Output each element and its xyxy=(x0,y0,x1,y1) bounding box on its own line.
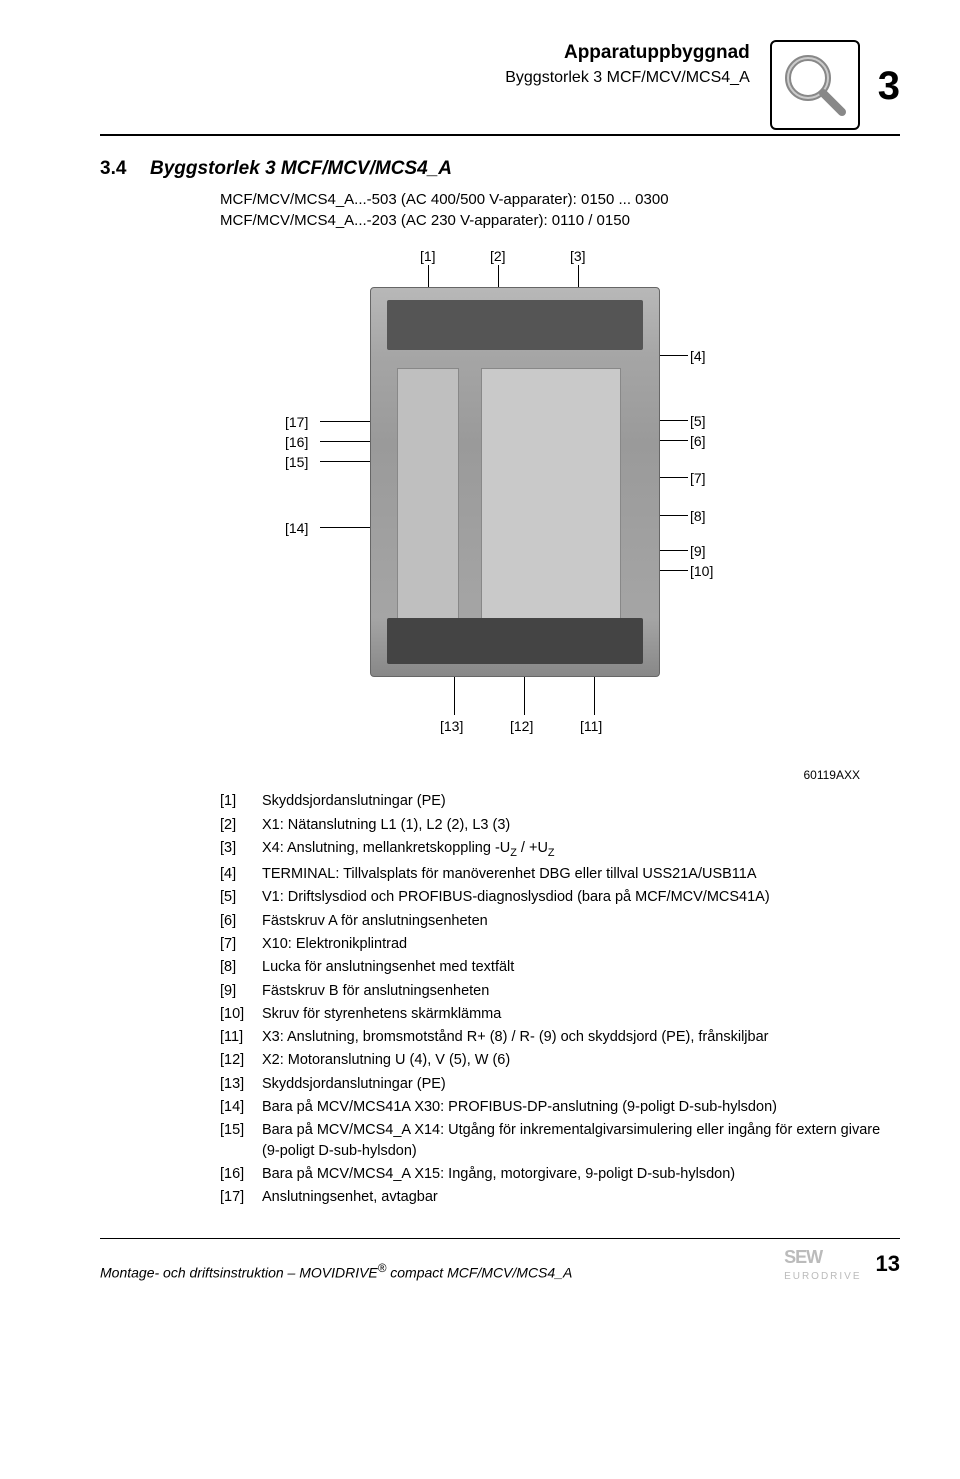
legend-key: [2] xyxy=(220,815,262,835)
legend-text: Bara på MCV/MCS4_A X15: Ingång, motorgiv… xyxy=(262,1164,900,1184)
legend-row: [9]Fästskruv B för anslutningsenheten xyxy=(220,981,900,1001)
legend-text: X10: Elektronikplintrad xyxy=(262,934,900,954)
legend-key: [13] xyxy=(220,1074,262,1094)
legend-text: Fästskruv A för anslutningsenheten xyxy=(262,911,900,931)
page-header: Apparatuppbyggnad Byggstorlek 3 MCF/MCV/… xyxy=(100,40,900,136)
sew-logo: SEW EURODRIVE xyxy=(784,1245,861,1284)
callout-9: [9] xyxy=(690,542,706,562)
legend-text: Skyddsjordanslutningar (PE) xyxy=(262,1074,900,1094)
callout-10: [10] xyxy=(690,562,713,582)
legend-key: [10] xyxy=(220,1004,262,1024)
callout-12: [12] xyxy=(510,717,533,737)
callout-17: [17] xyxy=(285,413,308,433)
legend-text: Anslutningsenhet, avtagbar xyxy=(262,1187,900,1207)
legend-row: [4]TERMINAL: Tillvalsplats för manöveren… xyxy=(220,864,900,884)
legend-text: Bara på MCV/MCS4_A X14: Utgång för inkre… xyxy=(262,1120,900,1161)
legend-key: [17] xyxy=(220,1187,262,1207)
legend-key: [4] xyxy=(220,864,262,884)
section-heading: 3.4 Byggstorlek 3 MCF/MCV/MCS4_A xyxy=(100,156,900,183)
callout-1: [1] xyxy=(420,247,436,267)
legend-key: [11] xyxy=(220,1027,262,1047)
legend-row: [11]X3: Anslutning, bromsmotstånd R+ (8)… xyxy=(220,1027,900,1047)
legend-row: [3]X4: Anslutning, mellankretskoppling -… xyxy=(220,838,900,861)
device-diagram: [1] [2] [3] [4] [5] [6] [7] [8] [9] [10]… xyxy=(140,247,860,747)
legend-row: [10]Skruv för styrenhetens skärmklämma xyxy=(220,1004,900,1024)
legend-text: Fästskruv B för anslutningsenheten xyxy=(262,981,900,1001)
legend-key: [16] xyxy=(220,1164,262,1184)
legend-text: X2: Motoranslutning U (4), V (5), W (6) xyxy=(262,1050,900,1070)
legend-key: [7] xyxy=(220,934,262,954)
legend-row: [6]Fästskruv A för anslutningsenheten xyxy=(220,911,900,931)
callout-4: [4] xyxy=(690,347,706,367)
legend-text: TERMINAL: Tillvalsplats för manöverenhet… xyxy=(262,864,900,884)
footer-page-number: 13 xyxy=(876,1249,900,1280)
header-title: Apparatuppbyggnad xyxy=(505,40,750,67)
callout-6: [6] xyxy=(690,432,706,452)
legend-row: [15]Bara på MCV/MCS4_A X14: Utgång för i… xyxy=(220,1120,900,1161)
legend-text: X4: Anslutning, mellankretskoppling -UZ … xyxy=(262,838,900,861)
header-subtitle: Byggstorlek 3 MCF/MCV/MCS4_A xyxy=(505,67,750,89)
callout-14: [14] xyxy=(285,519,308,539)
legend-key: [1] xyxy=(220,791,262,811)
legend-text: Bara på MCV/MCS41A X30: PROFIBUS-DP-ansl… xyxy=(262,1097,900,1117)
legend-key: [8] xyxy=(220,957,262,977)
legend-key: [6] xyxy=(220,911,262,931)
legend-key: [12] xyxy=(220,1050,262,1070)
diagram-credit: 60119AXX xyxy=(100,767,860,784)
legend-text: X3: Anslutning, bromsmotstånd R+ (8) / R… xyxy=(262,1027,900,1047)
legend-row: [8]Lucka för anslutningsenhet med textfä… xyxy=(220,957,900,977)
legend-key: [9] xyxy=(220,981,262,1001)
callout-11: [11] xyxy=(580,717,602,737)
legend-key: [3] xyxy=(220,838,262,861)
callout-13: [13] xyxy=(440,717,463,737)
model-line-2: MCF/MCV/MCS4_A...-203 (AC 230 V-apparate… xyxy=(220,210,900,231)
legend-key: [14] xyxy=(220,1097,262,1117)
legend-row: [16]Bara på MCV/MCS4_A X15: Ingång, moto… xyxy=(220,1164,900,1184)
callout-5: [5] xyxy=(690,412,706,432)
legend-row: [12]X2: Motoranslutning U (4), V (5), W … xyxy=(220,1050,900,1070)
page-footer: Montage- och driftsinstruktion – MOVIDRI… xyxy=(100,1238,900,1284)
legend-text: Lucka för anslutningsenhet med textfält xyxy=(262,957,900,977)
legend-text: Skruv för styrenhetens skärmklämma xyxy=(262,1004,900,1024)
legend-row: [14]Bara på MCV/MCS41A X30: PROFIBUS-DP-… xyxy=(220,1097,900,1117)
legend-text: V1: Driftslysdiod och PROFIBUS-diagnosly… xyxy=(262,887,900,907)
callout-16: [16] xyxy=(285,433,308,453)
legend-row: [13]Skyddsjordanslutningar (PE) xyxy=(220,1074,900,1094)
device-photo xyxy=(370,287,660,677)
magnifier-icon xyxy=(770,40,860,130)
legend-list: [1]Skyddsjordanslutningar (PE)[2]X1: Nät… xyxy=(220,791,900,1207)
legend-text: X1: Nätanslutning L1 (1), L2 (2), L3 (3) xyxy=(262,815,900,835)
legend-key: [5] xyxy=(220,887,262,907)
model-line-1: MCF/MCV/MCS4_A...-503 (AC 400/500 V-appa… xyxy=(220,189,900,210)
legend-row: [2]X1: Nätanslutning L1 (1), L2 (2), L3 … xyxy=(220,815,900,835)
section-title: Byggstorlek 3 MCF/MCV/MCS4_A xyxy=(150,156,452,183)
legend-key: [15] xyxy=(220,1120,262,1161)
legend-row: [17]Anslutningsenhet, avtagbar xyxy=(220,1187,900,1207)
legend-row: [1]Skyddsjordanslutningar (PE) xyxy=(220,791,900,811)
legend-row: [7]X10: Elektronikplintrad xyxy=(220,934,900,954)
footer-text: Montage- och driftsinstruktion – MOVIDRI… xyxy=(100,1261,572,1283)
callout-8: [8] xyxy=(690,507,706,527)
page-number-top: 3 xyxy=(878,58,900,114)
legend-row: [5]V1: Driftslysdiod och PROFIBUS-diagno… xyxy=(220,887,900,907)
section-number: 3.4 xyxy=(100,156,150,183)
callout-3: [3] xyxy=(570,247,586,267)
callout-7: [7] xyxy=(690,469,706,489)
callout-2: [2] xyxy=(490,247,506,267)
legend-text: Skyddsjordanslutningar (PE) xyxy=(262,791,900,811)
callout-15: [15] xyxy=(285,453,308,473)
model-description: MCF/MCV/MCS4_A...-503 (AC 400/500 V-appa… xyxy=(220,189,900,231)
